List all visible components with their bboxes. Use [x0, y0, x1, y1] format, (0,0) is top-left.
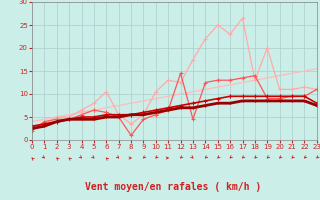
- Text: Vent moyen/en rafales ( km/h ): Vent moyen/en rafales ( km/h ): [85, 182, 261, 192]
